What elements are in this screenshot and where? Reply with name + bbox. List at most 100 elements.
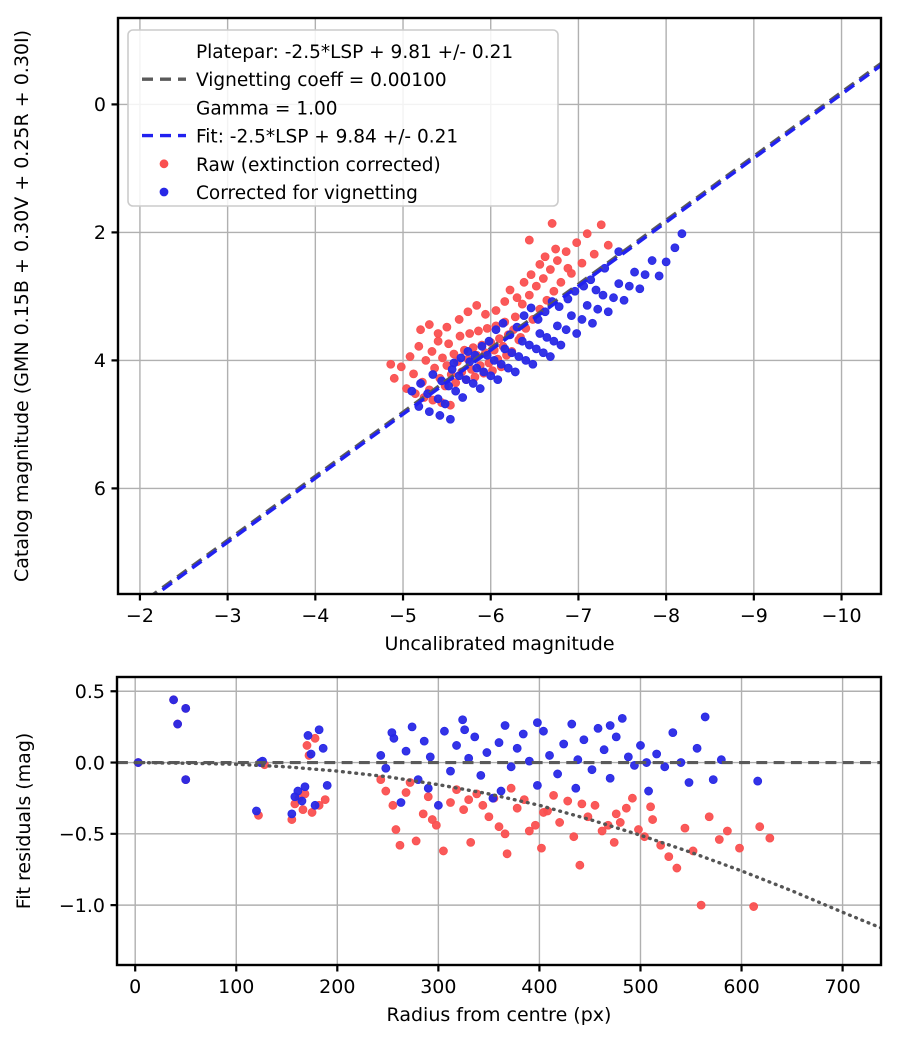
data-point <box>519 311 529 321</box>
data-point <box>491 306 501 315</box>
y-tick-label: 0.0 <box>75 752 105 774</box>
data-point <box>466 837 476 847</box>
data-point <box>531 281 541 291</box>
data-point <box>297 796 307 806</box>
data-point <box>614 279 624 289</box>
data-point <box>455 331 465 341</box>
data-point <box>567 311 576 321</box>
data-point <box>587 765 597 775</box>
data-point <box>692 743 702 753</box>
legend-entry: Gamma = 1.00 <box>196 98 338 119</box>
data-point <box>503 363 513 373</box>
data-point <box>599 745 609 755</box>
data-point <box>500 344 510 354</box>
legend-red-dot-icon <box>159 159 169 169</box>
data-point <box>545 265 555 274</box>
data-point <box>475 384 485 393</box>
x-tick-label: 400 <box>521 976 557 998</box>
y-tick-label: 2 <box>94 222 106 244</box>
data-point <box>524 235 534 245</box>
data-point <box>579 735 589 745</box>
data-point <box>491 325 501 335</box>
data-point <box>444 339 454 349</box>
data-point <box>458 393 468 402</box>
data-point <box>552 256 562 265</box>
x-tick-label: 600 <box>723 976 759 998</box>
data-layer-fit-residuals <box>117 695 881 930</box>
data-point <box>494 822 504 832</box>
data-point <box>435 411 445 420</box>
data-point <box>714 835 724 844</box>
data-point <box>708 775 718 785</box>
data-point <box>563 796 573 806</box>
data-point <box>605 721 615 730</box>
line-platepar-2-5-lsp-9-81-0-21 <box>151 62 881 594</box>
data-point <box>647 256 657 265</box>
data-point <box>668 728 678 737</box>
data-point <box>478 800 488 810</box>
legend-entry: Raw (extinction corrected) <box>159 155 441 176</box>
data-point <box>479 367 489 377</box>
data-point <box>549 286 559 296</box>
data-point <box>591 285 601 295</box>
data-point <box>440 399 450 409</box>
data-point <box>749 902 759 911</box>
data-point <box>589 249 599 259</box>
data-point <box>577 258 587 268</box>
data-point <box>624 281 634 291</box>
data-point <box>381 786 391 796</box>
data-point <box>547 219 557 228</box>
data-point <box>472 363 482 373</box>
data-point <box>293 786 303 796</box>
data-point <box>561 325 571 335</box>
data-point <box>439 846 448 856</box>
data-point <box>593 723 603 733</box>
y-axis-label: Catalog magnitude (GMN 0.15B + 0.30V + 0… <box>11 30 33 582</box>
legend-label: Corrected for vignetting <box>196 183 418 204</box>
data-point <box>433 394 443 404</box>
data-point <box>414 341 424 351</box>
legend-label: Vignetting coeff = 0.00100 <box>196 70 447 91</box>
data-point <box>416 325 425 335</box>
data-point <box>433 329 443 338</box>
data-point <box>630 267 639 277</box>
data-point <box>556 340 566 350</box>
data-point <box>545 751 554 760</box>
data-point <box>569 832 579 842</box>
y-tick-label: −0.5 <box>59 824 105 846</box>
x-axis-label: Uncalibrated magnitude <box>384 633 614 655</box>
data-point <box>481 309 490 319</box>
data-point <box>597 826 607 836</box>
data-point <box>505 285 515 295</box>
data-point <box>621 803 631 813</box>
data-point <box>310 800 320 810</box>
data-point <box>537 843 546 853</box>
x-tick-label: −9 <box>740 605 768 627</box>
data-point <box>498 318 508 328</box>
data-point <box>593 304 603 314</box>
y-tick-label: 0.5 <box>75 681 105 703</box>
data-point <box>684 778 694 787</box>
y-tick-label: −1.0 <box>59 895 105 917</box>
data-point <box>428 370 438 379</box>
legend-label: Platepar: -2.5*LSP + 9.81 +/- 0.21 <box>196 42 513 63</box>
data-point <box>654 271 664 281</box>
x-tick-label: −2 <box>126 605 154 627</box>
data-point <box>318 743 328 753</box>
data-point <box>445 414 455 424</box>
data-point <box>411 836 421 846</box>
data-point <box>672 863 682 873</box>
data-point <box>575 860 585 870</box>
data-point <box>468 379 478 388</box>
data-point <box>376 751 386 760</box>
data-point <box>460 725 470 735</box>
data-point <box>306 749 316 759</box>
x-tick-label: −7 <box>564 605 592 627</box>
data-point <box>609 293 618 303</box>
x-tick-label: 700 <box>824 976 860 998</box>
data-point <box>530 820 540 830</box>
data-point <box>452 741 461 750</box>
axes-fit-residuals: 0 100 200 300 400 500 600 700 0.5 0.0 −0.5 −1.0 Radi… <box>13 675 883 1026</box>
data-point <box>405 352 415 361</box>
data-point <box>577 315 587 324</box>
